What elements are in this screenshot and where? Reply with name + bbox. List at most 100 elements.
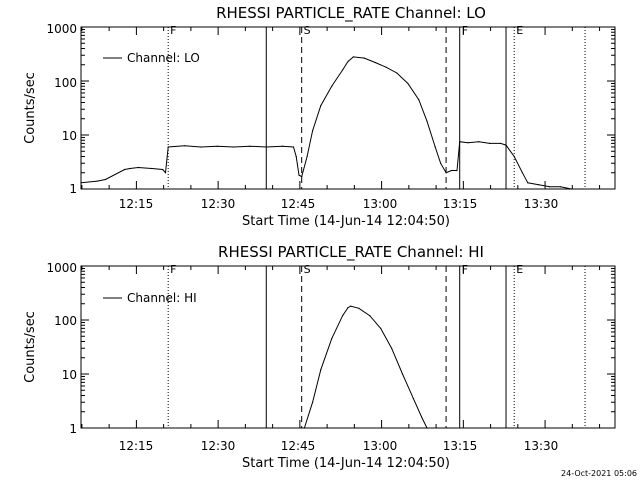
- data-point: [456, 169, 458, 172]
- data-point: [538, 184, 540, 186]
- data-point: [233, 146, 235, 148]
- data-point: [129, 167, 131, 170]
- legend-entry: Channel: LO: [127, 51, 200, 65]
- data-point: [401, 373, 404, 375]
- x-tick-label: 12:30: [201, 439, 236, 453]
- data-point: [295, 155, 297, 158]
- data-point: [527, 182, 529, 184]
- data-point: [581, 188, 583, 190]
- data-point: [167, 146, 169, 148]
- x-tick-label: 12:45: [281, 197, 316, 211]
- chart-panel-lo: RHESSI PARTICLE_RATE Channel: LO Counts/…: [23, 4, 616, 229]
- data-point: [298, 174, 300, 176]
- data-point: [347, 60, 349, 63]
- data-point: [306, 155, 308, 158]
- data-point: [440, 162, 442, 164]
- data-point: [183, 145, 186, 147]
- data-point: [549, 186, 551, 188]
- data-point: [216, 145, 218, 147]
- data-point: [434, 146, 436, 148]
- chart-title: RHESSI PARTICLE_RATE Channel: LO: [216, 4, 486, 23]
- chart-title: RHESSI PARTICLE_RATE Channel: HI: [218, 243, 484, 262]
- date-stamp: 24-Oct-2021 05:06: [561, 469, 637, 478]
- data-point: [151, 167, 153, 170]
- plot-frame: [80, 26, 616, 190]
- series-line: [80, 56, 583, 190]
- data-point: [331, 338, 333, 340]
- data-point: [559, 186, 562, 188]
- data-point: [396, 72, 398, 74]
- data-point: [249, 145, 251, 147]
- data-point: [418, 99, 420, 101]
- event-marker-label: E: [516, 263, 523, 276]
- data-point: [421, 416, 423, 418]
- y-axis-label: Counts/sec: [23, 311, 38, 383]
- data-point: [513, 155, 515, 158]
- event-marker-label: F: [462, 263, 468, 276]
- data-point: [80, 182, 82, 184]
- data-point: [374, 61, 376, 64]
- series-line: [303, 305, 428, 429]
- data-point: [350, 305, 352, 307]
- x-tick-label: 13:00: [363, 197, 398, 211]
- data-point: [320, 369, 322, 371]
- data-point: [265, 146, 267, 148]
- data-point: [137, 166, 139, 169]
- data-point: [407, 82, 409, 85]
- data-point: [96, 180, 98, 182]
- data-point: [303, 427, 305, 429]
- y-tick-label: 1000: [46, 261, 77, 275]
- data-point: [500, 142, 502, 144]
- x-tick-label: 12:30: [201, 197, 236, 211]
- data-point: [478, 141, 480, 143]
- data-point: [347, 307, 349, 309]
- data-point: [358, 307, 360, 309]
- y-tick-label: 10: [62, 368, 77, 382]
- x-tick-label: 13:15: [443, 197, 478, 211]
- plot-frame: [80, 265, 616, 429]
- data-point: [467, 142, 469, 144]
- data-point: [104, 178, 107, 181]
- data-point: [426, 120, 428, 122]
- x-tick-label: 12:15: [119, 197, 154, 211]
- x-tick-label: 12:45: [281, 439, 316, 453]
- data-point: [450, 169, 453, 172]
- x-tick-label: 13:30: [524, 197, 559, 211]
- event-marker-label: S: [304, 24, 311, 37]
- x-axis-label: Start Time (14-Jun-14 12:04:50): [242, 214, 450, 229]
- y-tick-label: 10: [62, 129, 77, 143]
- data-point: [426, 427, 428, 429]
- data-point: [124, 168, 126, 171]
- data-point: [292, 146, 295, 148]
- y-tick-label: 100: [54, 76, 77, 90]
- data-point: [391, 347, 393, 349]
- x-tick-label: 13:00: [363, 439, 398, 453]
- y-axis-label: Counts/sec: [23, 72, 38, 144]
- data-point: [331, 85, 333, 87]
- data-point: [369, 315, 371, 317]
- data-point: [200, 146, 202, 148]
- x-axis-label: Start Time (14-Jun-14 12:04:50): [242, 456, 450, 471]
- event-marker-label: E: [516, 24, 523, 37]
- data-point: [342, 69, 344, 71]
- y-tick-label: 1000: [46, 22, 77, 36]
- data-point: [385, 66, 387, 68]
- data-point: [342, 315, 344, 317]
- data-point: [352, 56, 354, 58]
- data-point: [445, 172, 447, 174]
- data-point: [489, 142, 491, 144]
- data-point: [164, 172, 167, 174]
- data-point: [162, 168, 164, 171]
- x-tick-label: 12:15: [119, 439, 154, 453]
- data-point: [412, 398, 414, 400]
- data-point: [312, 130, 314, 132]
- x-tick-label: 13:15: [443, 439, 478, 453]
- legend-entry: Channel: HI: [127, 291, 197, 305]
- y-tick-label: 1: [69, 182, 77, 196]
- data-point: [380, 327, 382, 329]
- data-point: [312, 401, 314, 403]
- data-point: [363, 57, 365, 59]
- data-point: [320, 105, 322, 107]
- event-marker-label: F: [170, 263, 176, 276]
